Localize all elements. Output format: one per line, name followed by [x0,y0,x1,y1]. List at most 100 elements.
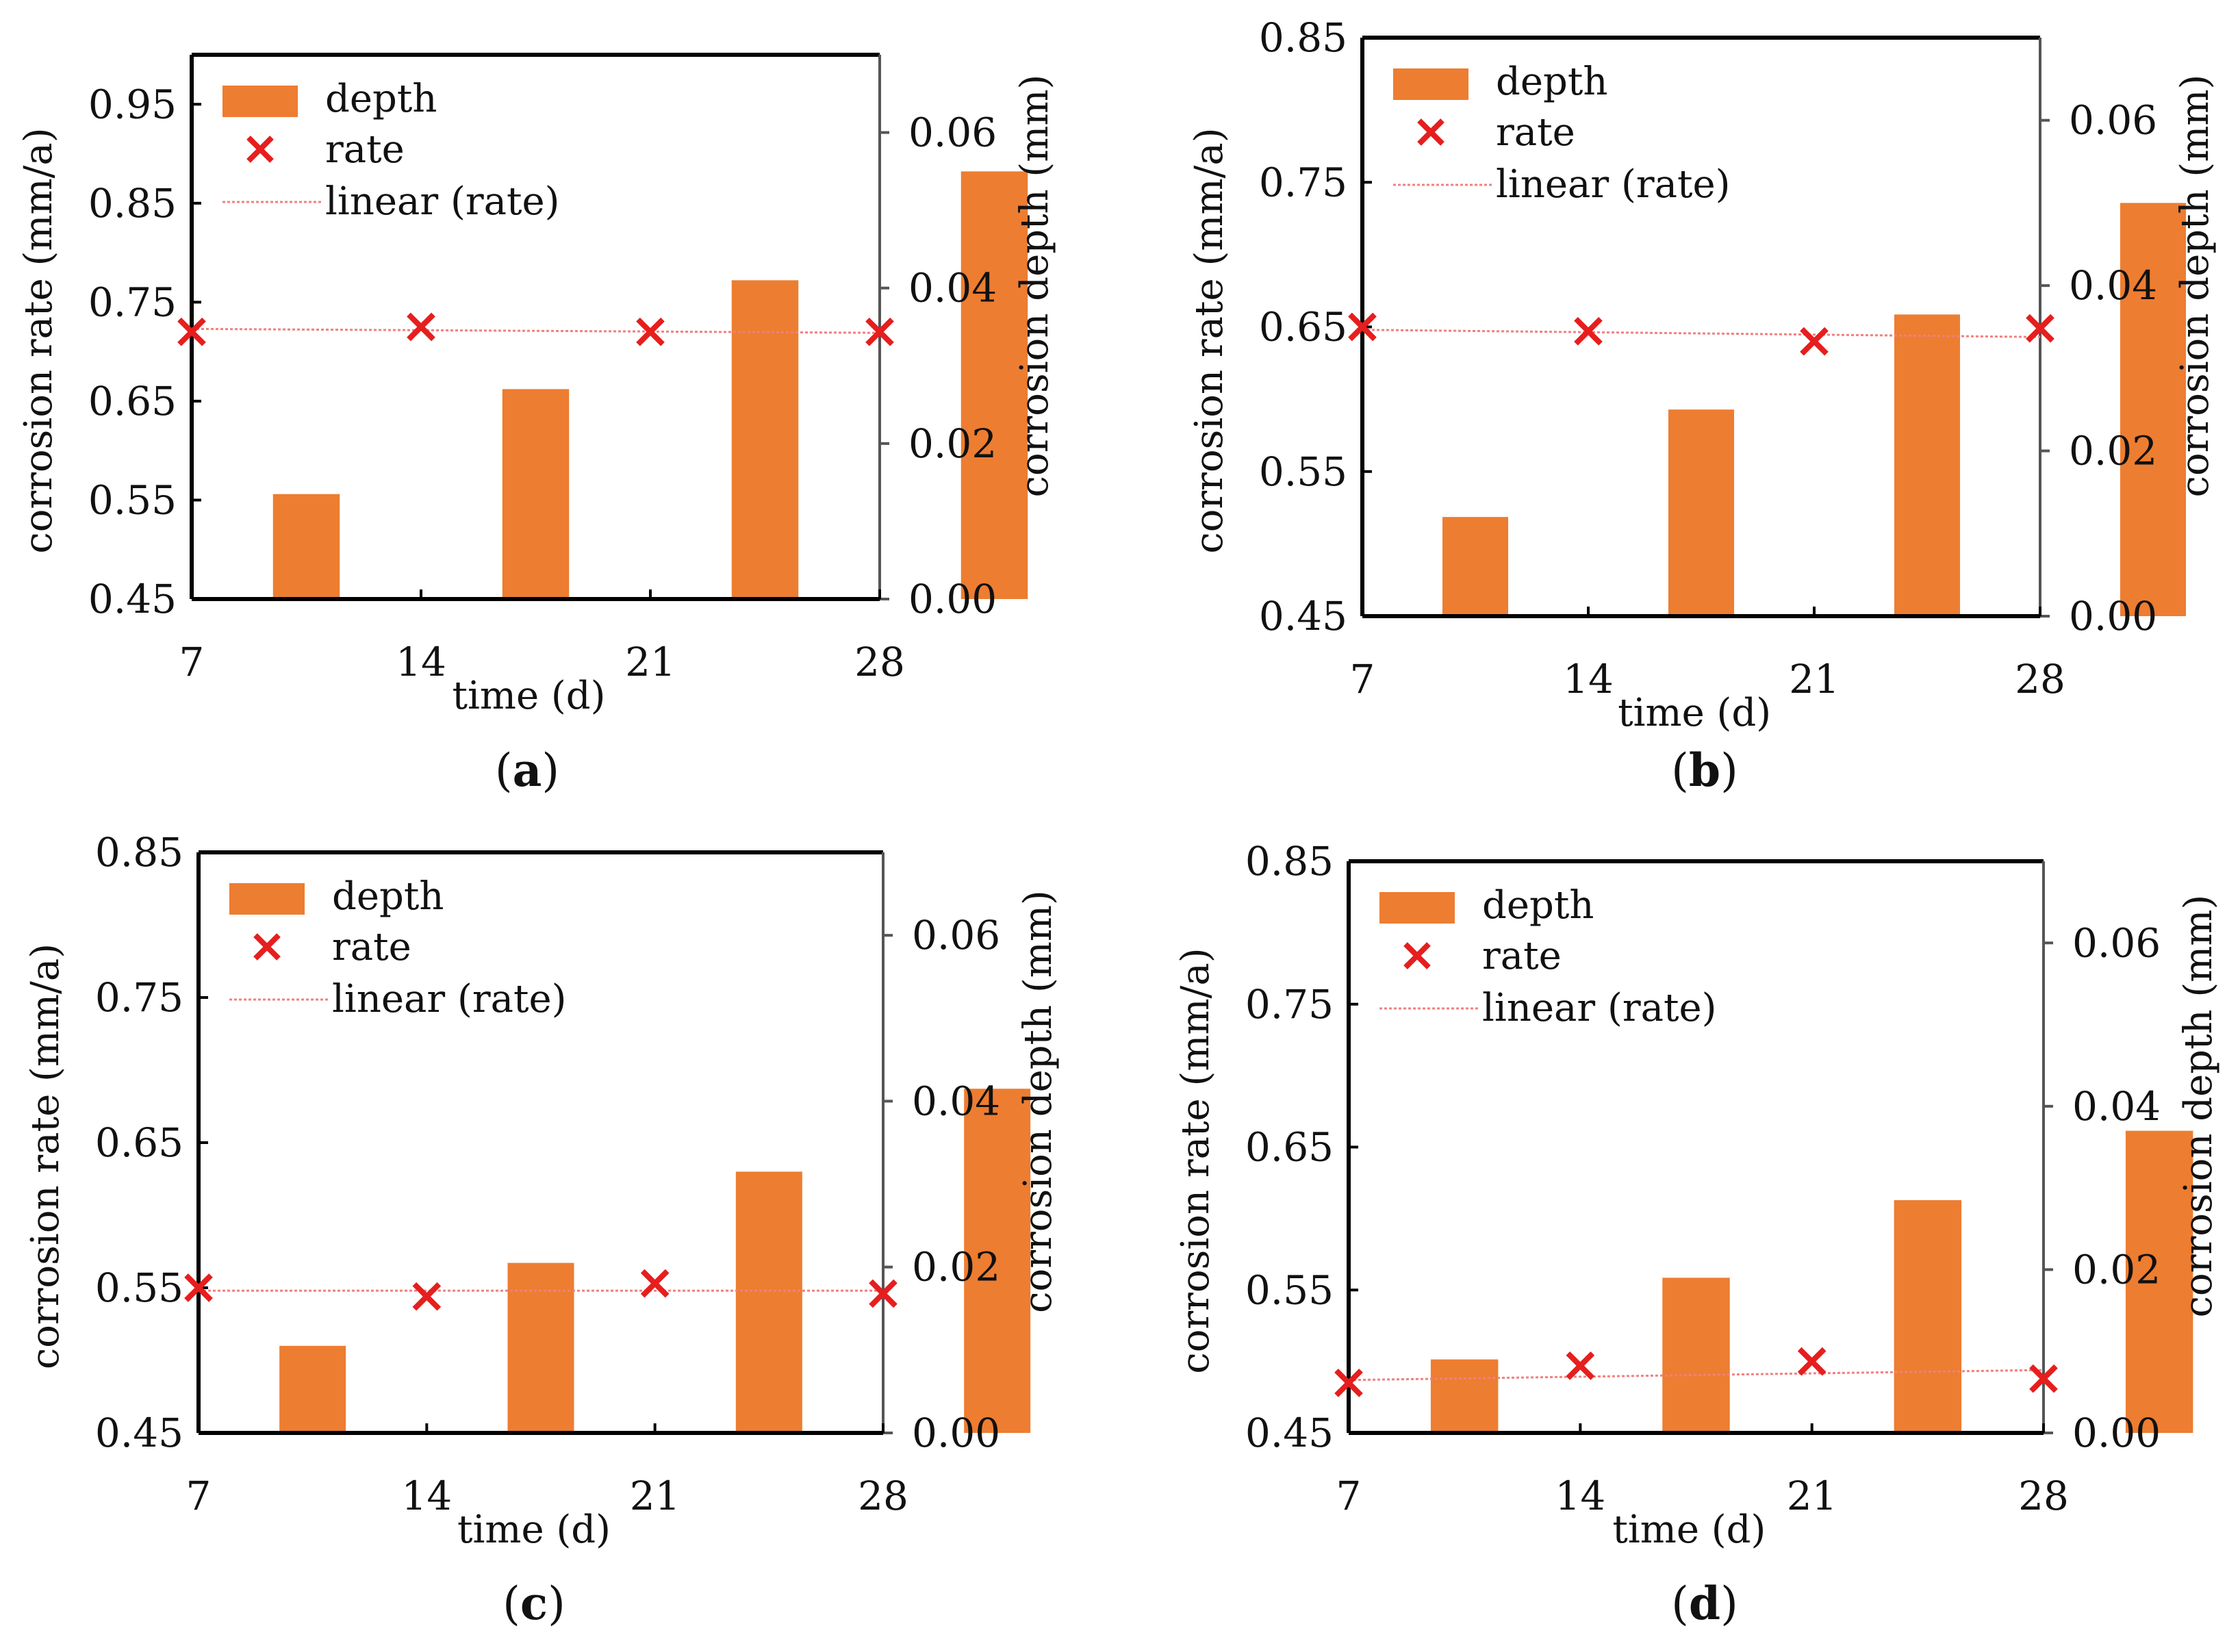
depth-bar-4 [964,1089,1031,1433]
legend-marker-rate [1417,118,1445,146]
left-axis-title: corrosion rate (mm/a) [16,127,61,553]
right-axis-title: corrosion depth (mm) [2176,895,2221,1318]
left-tick-label: 0.75 [1245,981,1334,1028]
depth-bar-1 [279,1345,346,1433]
left-tick-label: 0.85 [95,829,183,876]
right-tick-label: 0.06 [2069,97,2157,144]
legend-label-trend: linear (rate) [1496,162,1730,207]
left-tick-label: 0.55 [1259,448,1347,495]
right-axis-title: corrosion depth (mm) [1013,75,1057,498]
depth-bar-2 [502,389,570,599]
left-tick-label: 0.85 [1245,838,1334,885]
legend-swatch-depth [1393,68,1468,100]
legend: depth rate linear (rate) [229,874,566,1021]
legend-marker-rate [253,933,281,961]
panel-caption-letter: c [520,1577,548,1630]
left-tick-label: 0.85 [1259,14,1347,61]
right-tick-label: 0.02 [908,420,997,467]
rate-marker-2 [1574,317,1603,346]
rate-trend-line [1348,1369,2044,1382]
legend-swatch-depth [1379,892,1455,924]
rate-marker-stroke [1797,1347,1827,1376]
depth-bar-2 [507,1262,574,1433]
rate-marker-stroke [1800,327,1829,356]
left-tick-label: 0.65 [88,378,177,424]
left-tick-label: 0.55 [95,1265,183,1311]
right-tick-label: 0.02 [2072,1246,2161,1293]
legend-label-rate: rate [1496,110,1575,155]
rate-marker-4 [2026,314,2054,343]
chart-panel-c: 0.45 0.55 0.65 0.75 0.85 0.00 0.02 0.04 0.06 7 14 2… [23,829,1060,1630]
chart-panel-b: 0.45 0.55 0.65 0.75 0.85 0.00 0.02 0.04 0.06 7 14 2… [1187,14,2217,797]
depth-bar-1 [272,494,340,599]
panel-caption-letter: a [513,744,542,797]
rate-marker-3 [636,317,665,346]
x-axis-title: time (d) [452,674,605,718]
right-tick-label: 0.02 [912,1244,1000,1291]
x-tick-label: 28 [854,639,905,685]
rate-marker-2 [1566,1351,1595,1380]
rate-marker-3 [1800,327,1829,356]
depth-bar-1 [1430,1359,1499,1433]
panel-caption: (d) [1671,1577,1738,1630]
panel-caption: (c) [502,1577,565,1630]
right-tick-label: 0.04 [912,1078,1000,1124]
left-tick-label: 0.95 [88,81,177,127]
x-tick-label: 7 [186,1473,212,1519]
legend-label-rate: rate [1482,934,1562,978]
depth-bar-2 [1662,1278,1730,1433]
depth-bar-3 [1894,314,1961,616]
legend-label-trend: linear (rate) [332,977,566,1021]
x-tick-label: 28 [858,1473,908,1519]
rate-marker-stroke [640,1269,670,1298]
panel-caption: (b) [1671,744,1738,797]
left-tick-label: 0.45 [1245,1410,1334,1456]
rate-marker-4 [869,1279,898,1308]
rate-marker-stroke [1574,317,1603,346]
legend-label-depth: depth [1482,883,1594,928]
x-tick-label: 7 [1336,1473,1362,1519]
legend: depth rate linear (rate) [222,77,559,224]
rate-marker-4 [865,317,894,346]
x-tick-label: 28 [2018,1473,2069,1519]
right-tick-label: 0.04 [2072,1083,2161,1130]
legend-label-depth: depth [332,874,444,919]
right-axis-title: corrosion depth (mm) [2173,75,2217,498]
rate-marker-1 [1334,1369,1363,1397]
right-tick-label: 0.00 [2069,593,2157,639]
left-tick-label: 0.65 [1259,304,1347,351]
x-axis-title: time (d) [1612,1508,1766,1552]
x-tick-label: 14 [1555,1473,1605,1519]
legend-marker-rate [1403,942,1431,969]
legend-label-trend: linear (rate) [1482,986,1716,1030]
depth-bar-4 [2125,1130,2193,1433]
left-tick-label: 0.45 [95,1410,183,1456]
left-axis-title: corrosion rate (mm/a) [23,943,68,1369]
x-tick-label: 21 [1789,656,1840,702]
x-tick-label: 14 [401,1473,452,1519]
panel-caption-letter: d [1689,1577,1720,1630]
depth-bar-3 [731,280,799,599]
left-tick-label: 0.65 [1245,1124,1334,1171]
rate-marker-1 [184,1273,213,1302]
left-tick-label: 0.85 [88,180,177,227]
rate-marker-stroke [1566,1351,1595,1380]
rate-marker-2 [412,1282,442,1311]
legend-label-trend: linear (rate) [325,179,559,224]
rate-marker-stroke [407,312,435,342]
rate-marker-3 [640,1269,670,1298]
right-tick-label: 0.02 [2069,428,2157,474]
rate-marker-stroke [636,317,665,346]
legend: depth rate linear (rate) [1379,883,1716,1030]
rate-marker-stroke [865,317,894,346]
left-tick-label: 0.65 [95,1119,183,1166]
left-axis-title: corrosion rate (mm/a) [1187,127,1232,553]
rate-marker-stroke [1334,1369,1363,1397]
chart-panel-a: 0.45 0.55 0.65 0.75 0.85 0.95 0.00 0.02 0.04 0.06… [16,53,1057,797]
chart-panel-d: 0.45 0.55 0.65 0.75 0.85 0.00 0.02 0.04 0.06 7 14 2… [1173,838,2221,1630]
left-tick-label: 0.45 [88,576,177,622]
legend-swatch-depth [229,883,305,915]
depth-bar-4 [2120,203,2187,616]
legend-swatch-depth [222,86,298,117]
x-tick-label: 7 [179,639,205,685]
